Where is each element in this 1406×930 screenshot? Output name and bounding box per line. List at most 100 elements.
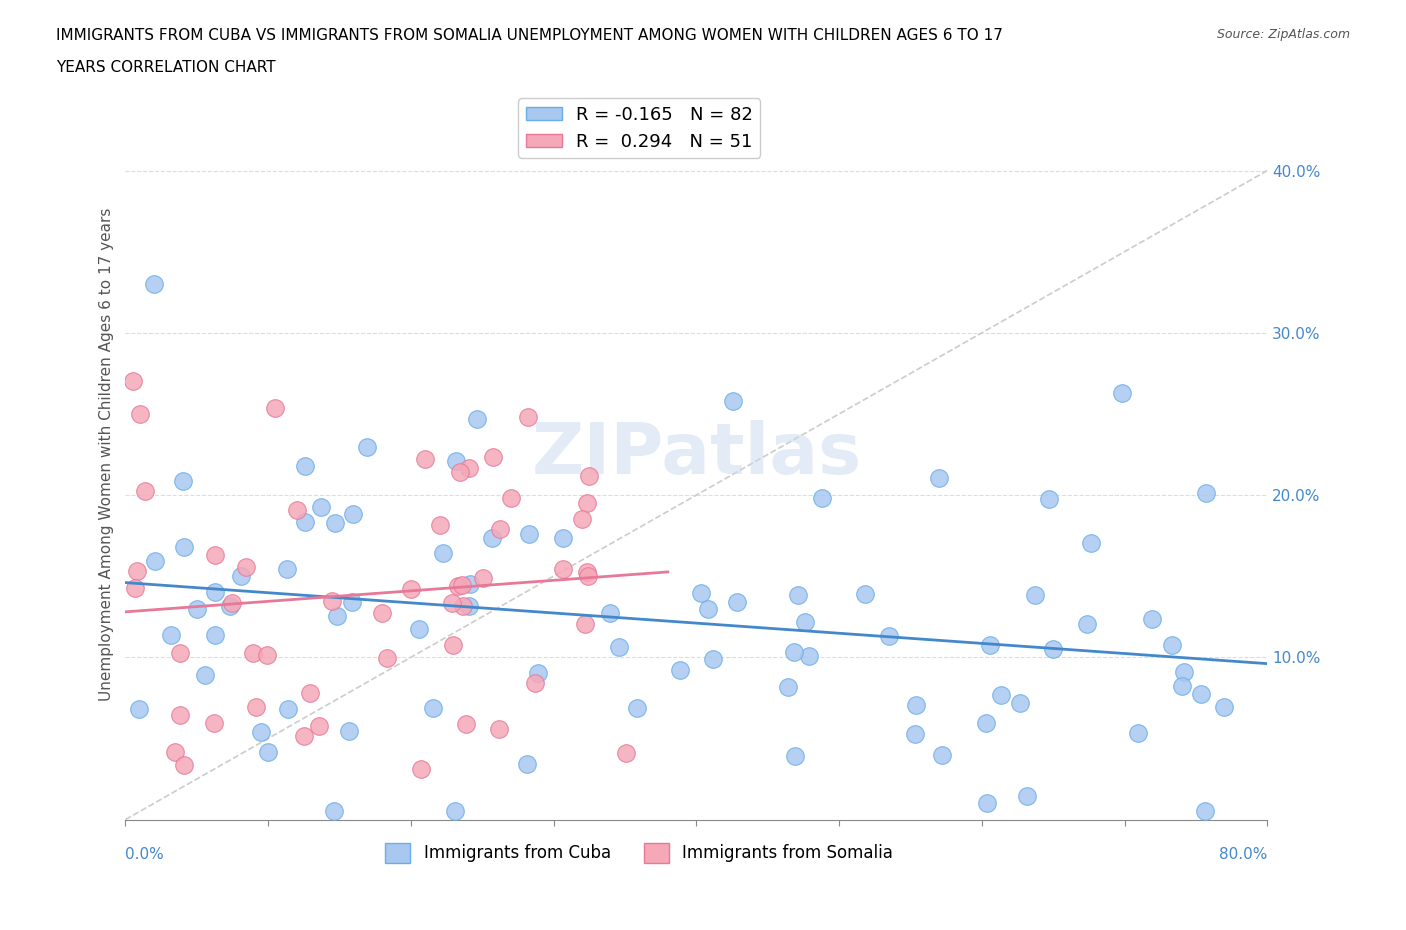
Point: [979, 637, 1001, 652]
Point: [669, 662, 692, 677]
Point: [202, 715, 225, 730]
Point: [408, 622, 430, 637]
Point: [574, 617, 596, 631]
Point: [576, 496, 599, 511]
Point: [696, 602, 718, 617]
Point: [776, 680, 799, 695]
Text: ZIPatlas: ZIPatlas: [531, 420, 862, 489]
Point: [1160, 638, 1182, 653]
Point: [249, 725, 271, 740]
Point: [1015, 789, 1038, 804]
Point: [931, 748, 953, 763]
Point: [702, 652, 724, 667]
Point: [1024, 588, 1046, 603]
Point: [609, 640, 631, 655]
Point: [298, 685, 321, 700]
Point: [322, 804, 344, 819]
Point: [294, 514, 316, 529]
Point: [159, 628, 181, 643]
Point: [165, 745, 187, 760]
Text: YEARS CORRELATION CHART: YEARS CORRELATION CHART: [56, 60, 276, 75]
Point: [576, 568, 599, 583]
Point: [457, 460, 479, 475]
Point: [287, 502, 309, 517]
Point: [441, 637, 464, 652]
Point: [783, 749, 806, 764]
Point: [169, 645, 191, 660]
Point: [235, 560, 257, 575]
Point: [990, 687, 1012, 702]
Point: [793, 615, 815, 630]
Point: [308, 718, 330, 733]
Point: [1076, 616, 1098, 631]
Point: [1038, 492, 1060, 507]
Point: [242, 645, 264, 660]
Point: [458, 577, 481, 591]
Point: [309, 499, 332, 514]
Point: [124, 580, 146, 595]
Point: [488, 722, 510, 737]
Point: [1171, 679, 1194, 694]
Point: [193, 667, 215, 682]
Point: [256, 745, 278, 760]
Point: [614, 746, 637, 761]
Point: [356, 440, 378, 455]
Point: [928, 471, 950, 485]
Point: [1194, 485, 1216, 500]
Point: [409, 762, 432, 777]
Legend: Immigrants from Cuba, Immigrants from Somalia: Immigrants from Cuba, Immigrants from So…: [378, 836, 900, 870]
Point: [1080, 536, 1102, 551]
Point: [121, 374, 143, 389]
Point: [576, 565, 599, 579]
Point: [1128, 726, 1150, 741]
Point: [690, 586, 713, 601]
Point: [879, 629, 901, 644]
Y-axis label: Unemployment Among Women with Children Ages 6 to 17 years: Unemployment Among Women with Children A…: [100, 207, 114, 701]
Point: [458, 599, 481, 614]
Point: [186, 601, 208, 616]
Point: [256, 647, 278, 662]
Point: [904, 698, 927, 713]
Point: [1008, 696, 1031, 711]
Point: [527, 665, 550, 680]
Point: [799, 648, 821, 663]
Point: [325, 515, 347, 530]
Point: [204, 584, 226, 599]
Point: [1213, 699, 1236, 714]
Point: [1194, 804, 1216, 819]
Point: [499, 491, 522, 506]
Point: [292, 728, 315, 743]
Point: [277, 701, 299, 716]
Point: [472, 571, 495, 586]
Point: [375, 651, 398, 666]
Point: [204, 548, 226, 563]
Point: [294, 458, 316, 473]
Point: [447, 578, 470, 593]
Point: [517, 526, 540, 541]
Point: [976, 796, 998, 811]
Point: [342, 594, 364, 609]
Point: [443, 804, 465, 819]
Point: [450, 578, 472, 592]
Point: [721, 393, 744, 408]
Text: Source: ZipAtlas.com: Source: ZipAtlas.com: [1216, 28, 1350, 41]
Point: [454, 716, 477, 731]
Point: [551, 530, 574, 545]
Point: [481, 531, 503, 546]
Point: [432, 545, 454, 560]
Point: [571, 512, 593, 526]
Point: [339, 724, 361, 738]
Text: 0.0%: 0.0%: [125, 847, 165, 862]
Point: [173, 539, 195, 554]
Point: [326, 608, 349, 623]
Point: [128, 701, 150, 716]
Point: [145, 554, 167, 569]
Point: [342, 507, 364, 522]
Point: [903, 726, 925, 741]
Point: [1111, 385, 1133, 400]
Point: [783, 644, 806, 659]
Point: [128, 406, 150, 421]
Point: [974, 716, 997, 731]
Point: [371, 605, 394, 620]
Point: [429, 518, 451, 533]
